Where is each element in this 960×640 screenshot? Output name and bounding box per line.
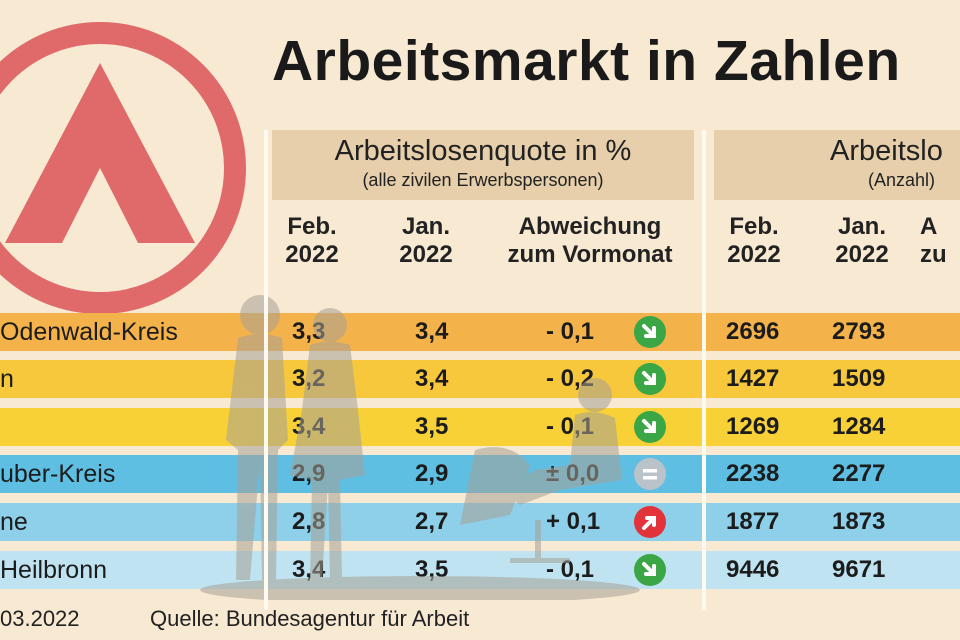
region-name: uber-Kreis [0,460,116,488]
quote-deviation-value: - 0,1 [546,318,595,345]
people-silhouette-icon [200,295,640,600]
col-quote-deviation: Abweichung zum Vormonat [507,213,673,268]
quote-header-box [272,130,694,200]
col-quote-feb: Feb. 2022 [285,213,339,268]
footer-source: Quelle: Bundesagentur für Arbeit [150,606,470,631]
col-count-deviation: A zu [920,213,947,268]
equal-icon [634,458,666,490]
footer-date: 03.2022 [0,606,80,631]
count-jan-value: 1509 [832,365,886,392]
region-name: Heilbronn [0,556,108,584]
count-feb-value: 2696 [726,318,780,345]
arrow-down-right-icon [634,363,666,395]
region-name: ne [0,508,28,536]
col-count-jan: Jan. 2022 [835,213,889,268]
region-name: Odenwald-Kreis [0,318,178,346]
quote-deviation-value: + 0,1 [546,508,601,535]
table-row: Odenwald-Kreis 3,3 3,4- 0,1 2696 2793 [0,313,960,351]
quote-jan-value: 2,9 [415,460,449,487]
count-feb-value: 1877 [726,508,780,535]
count-feb-value: 9446 [726,556,780,583]
count-section-subtitle: (Anzahl) [868,170,936,190]
column-divider [702,130,706,610]
count-jan-value: 2793 [832,318,886,345]
count-feb-value: 1427 [726,365,780,392]
arrow-down-right-icon [634,316,666,348]
col-count-feb: Feb. 2022 [727,213,781,268]
region-name: n [0,365,14,393]
count-jan-value: 9671 [832,556,886,583]
quote-jan-value: 2,7 [415,508,449,535]
count-jan-value: 1873 [832,508,886,535]
count-jan-value: 1284 [832,413,886,440]
page-title: Arbeitsmarkt in Zahlen [272,29,901,93]
col-quote-jan: Jan. 2022 [399,213,453,268]
column-divider [264,130,268,610]
count-jan-value: 2277 [832,460,886,487]
arrow-down-right-icon [634,554,666,586]
count-header-box [714,130,960,200]
arrow-up-right-icon [634,506,666,538]
count-feb-value: 1269 [726,413,780,440]
arbeitsagentur-logo-icon [0,22,246,314]
table-row: Heilbronn 3,4 3,5- 0,1 9446 9671 [0,551,960,589]
quote-section-title: Arbeitslosenquote in % [334,135,632,167]
arrow-down-right-icon [634,411,666,443]
quote-jan-value: 3,4 [415,318,449,345]
quote-jan-value: 3,4 [415,365,449,392]
quote-jan-value: 3,5 [415,413,449,440]
count-feb-value: 2238 [726,460,780,487]
count-section-title: Arbeitslo [830,135,943,167]
quote-section-subtitle: (alle zivilen Erwerbspersonen) [362,170,604,190]
